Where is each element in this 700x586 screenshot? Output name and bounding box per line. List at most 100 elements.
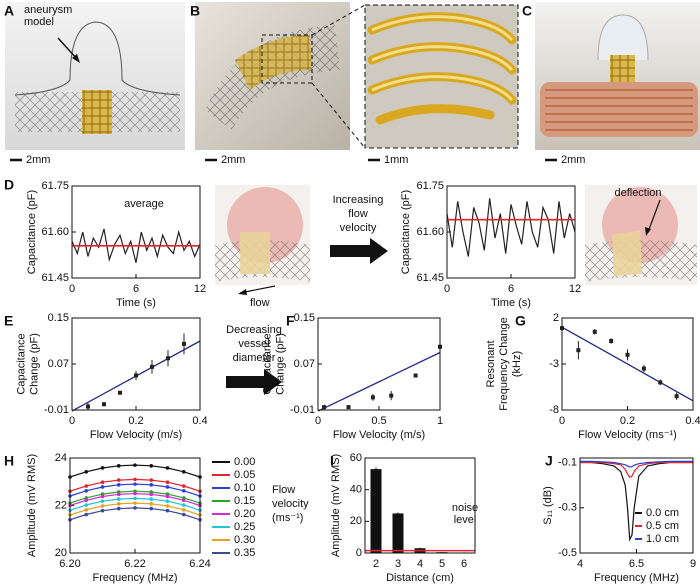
arrow (330, 238, 388, 264)
point (658, 380, 663, 385)
x-axis-label: Flow Velocity (m/s) (90, 429, 182, 441)
x-tick-label: 6 (461, 558, 467, 570)
chart: 6.20 6.22 6.24 20 22 24 Frequency (MHz) Amplitu… (26, 452, 256, 584)
x-tick-label: 4 (417, 558, 423, 570)
panel-label: A (4, 3, 14, 19)
legend-label: 0.30 (234, 534, 255, 546)
legend-label: 0.00 (234, 456, 255, 468)
marker (100, 499, 105, 504)
x-tick-label: 12 (569, 283, 581, 295)
plot-frame (69, 457, 201, 554)
y-axis-label: Resonant (485, 340, 497, 387)
legend-label: 0.0 cm (646, 507, 679, 519)
x-tick-label: 3 (395, 558, 401, 570)
point (576, 348, 581, 353)
marker (149, 497, 154, 501)
y-tick-label: 24 (55, 452, 67, 464)
scale-bar-label: 2mm (26, 154, 50, 166)
chart: 0 0.5 1 -0.01 0.07 0.15 Flow Velocity (m/s) Cap… (261, 312, 443, 441)
photo-b (195, 2, 366, 150)
marker (84, 469, 89, 474)
y-tick-label: 61.45 (416, 272, 444, 284)
point (182, 341, 186, 346)
x-axis-label: Time (s) (491, 297, 531, 309)
bar (392, 513, 404, 553)
legend-label: 0.35 (234, 547, 255, 559)
y-axis-label: Change (pF) (274, 333, 286, 395)
x-tick-label: 0.2 (620, 415, 635, 427)
x-tick-label: 6 (133, 283, 139, 295)
plot-frame (71, 317, 201, 411)
chart: 0 0.2 0.4 -0.01 0.07 0.15 Flow Velocity (m/s) C… (15, 312, 207, 441)
marker (100, 466, 105, 470)
annotation: flow (250, 297, 270, 309)
bar (370, 469, 382, 553)
point (641, 366, 646, 371)
y-axis-label: Capacitance (15, 333, 27, 394)
marker (149, 502, 154, 506)
y-tick-label: -3 (549, 358, 559, 370)
x-axis-label: Flow Velocity (m/s) (333, 429, 425, 441)
marker (181, 507, 186, 512)
point (592, 329, 597, 334)
x-tick-label: 5 (439, 558, 445, 570)
line (69, 507, 201, 521)
photo-zoom (364, 4, 519, 149)
marker (100, 485, 105, 489)
x-tick-label: 0.5 (371, 415, 386, 427)
y-axis-label: Amplitude (mV RMS) (26, 454, 38, 557)
point (166, 356, 170, 361)
x-tick-label: 4 (577, 558, 583, 570)
chart: 0 6 12 61.45 61.60 61.75 Time (s) Capacitance (… (400, 180, 581, 309)
y-tick-label: 60 (350, 452, 362, 464)
marker (149, 478, 154, 482)
fit-line (317, 351, 441, 412)
y-tick-label: 61.75 (416, 180, 444, 192)
y-tick-label: 2 (553, 312, 559, 324)
plot-frame (561, 317, 694, 411)
point (609, 339, 614, 343)
annotation: flow (348, 208, 368, 220)
marker (133, 506, 137, 510)
legend-label: 0.10 (234, 482, 255, 494)
point (370, 395, 375, 400)
marker (100, 494, 105, 499)
marker (133, 496, 137, 501)
annotation: level (454, 514, 477, 526)
fit-line (561, 326, 694, 402)
panel-label: C (522, 3, 532, 19)
y-tick-label: 0.07 (48, 358, 69, 370)
plot-frame (71, 185, 201, 279)
x-axis-label: Flow Velocity (ms⁻¹) (578, 429, 677, 441)
x-tick-label: 0 (69, 283, 75, 295)
scale-bar-label: 1mm (384, 154, 408, 166)
point (134, 373, 138, 378)
y-tick-label: 61.45 (41, 272, 69, 284)
point (150, 364, 154, 369)
y-tick-label: 61.75 (41, 180, 69, 192)
annotation: average (124, 198, 164, 210)
x-tick-label: 6.20 (59, 558, 80, 570)
annotation: vessel (238, 338, 269, 350)
x-tick-label: 12 (194, 283, 206, 295)
y-tick-label: -8 (549, 404, 559, 416)
annotation: deflection (614, 187, 661, 199)
marker (165, 480, 170, 485)
point (86, 404, 90, 409)
y-tick-label: 0.15 (48, 312, 69, 324)
line (71, 228, 201, 263)
plot-frame (317, 317, 441, 411)
legend-label: 0.20 (234, 508, 255, 520)
panel-label: I (330, 453, 334, 469)
marker (149, 483, 154, 487)
point (413, 373, 418, 378)
panel-label: F (286, 313, 295, 329)
point (118, 390, 122, 395)
x-tick-label: 0 (315, 415, 321, 427)
y-tick-label: 61.60 (41, 226, 69, 238)
plot-frame (579, 457, 694, 554)
marker (116, 492, 121, 497)
y-tick-label: 61.60 (416, 226, 444, 238)
